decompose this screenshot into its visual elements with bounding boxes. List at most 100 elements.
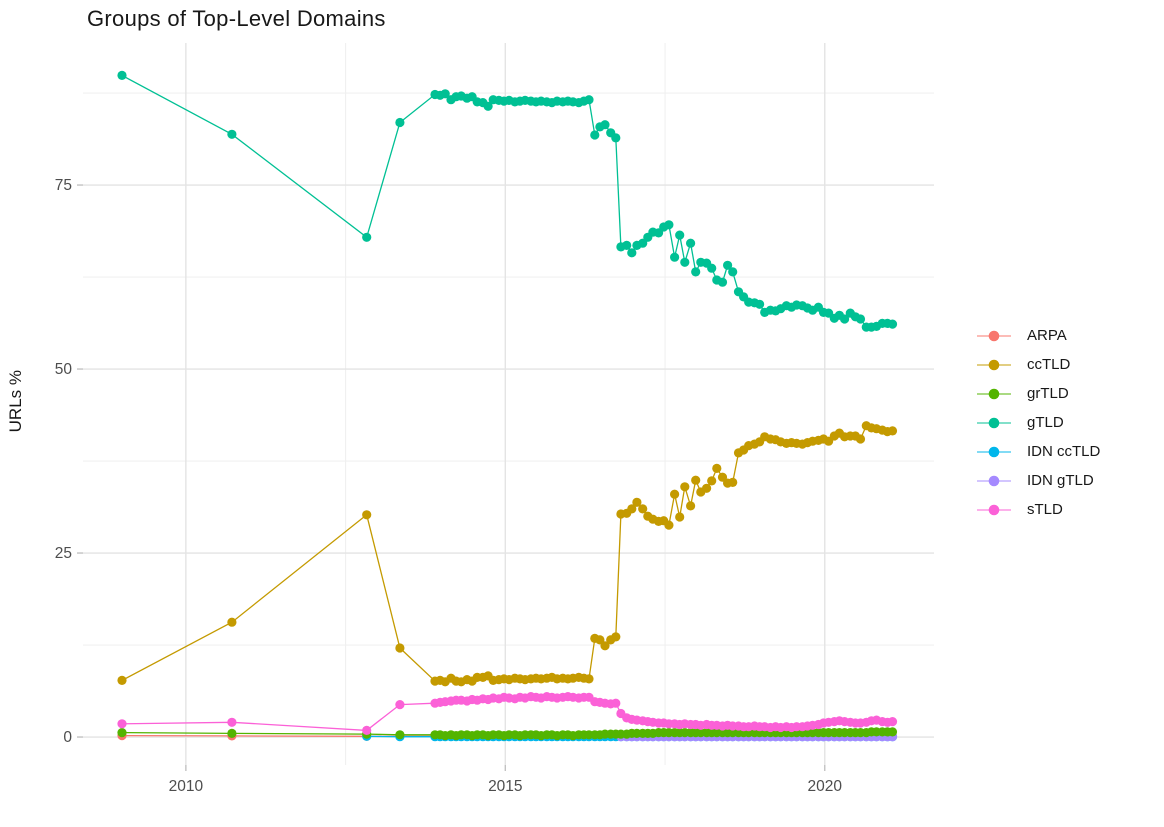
data-point-stld	[395, 700, 405, 710]
chart-title: Groups of Top-Level Domains	[87, 6, 386, 31]
data-point-cctld	[680, 482, 690, 492]
data-point-cctld	[686, 501, 696, 511]
data-point-cctld	[584, 674, 594, 684]
y-tick-label: 75	[55, 177, 72, 194]
data-point-gtld	[755, 299, 765, 309]
gridlines-minor	[83, 43, 934, 765]
data-point-gtld	[600, 120, 610, 130]
data-point-gtld	[855, 314, 866, 324]
data-point-stld	[117, 719, 127, 729]
data-point-gtld	[622, 240, 632, 250]
legend-item-stld: sTLD	[976, 495, 1100, 524]
legend-key-icon	[977, 359, 1011, 370]
data-point-cctld	[887, 426, 898, 436]
data-point-cctld	[632, 497, 642, 507]
data-point-cctld	[664, 520, 674, 530]
data-point-cctld	[362, 510, 372, 520]
data-point-cctld	[395, 643, 405, 653]
series-grtld	[117, 727, 898, 741]
data-point-gtld	[627, 248, 637, 258]
x-tick-label: 2010	[169, 778, 204, 795]
data-point-gtld	[362, 232, 372, 242]
data-point-stld	[227, 717, 237, 727]
y-tick-label: 25	[55, 545, 72, 562]
y-tick-label: 50	[55, 361, 73, 378]
data-point-gtld	[483, 101, 493, 111]
legend-label: IDN gTLD	[1027, 472, 1094, 489]
data-point-gtld	[691, 267, 701, 277]
x-tick-label: 2015	[488, 778, 522, 795]
data-point-gtld	[117, 70, 127, 80]
gridlines-major	[83, 43, 934, 765]
data-point-cctld	[638, 504, 648, 514]
legend-key-icon	[977, 475, 1011, 486]
legend-key-icon	[977, 446, 1011, 457]
data-point-gtld	[664, 220, 674, 230]
data-point-stld	[611, 698, 621, 708]
legend-key-icon	[977, 417, 1011, 428]
legend-item-gtld: gTLD	[976, 408, 1100, 437]
series-stld	[117, 692, 898, 736]
data-point-gtld	[227, 129, 237, 139]
data-point-gtld	[670, 252, 680, 262]
legend-label: ccTLD	[1027, 356, 1071, 373]
data-point-grtld	[395, 730, 405, 740]
data-point-gtld	[395, 117, 405, 128]
legend-key-icon	[977, 330, 1011, 341]
data-point-gtld	[680, 257, 690, 267]
legend-item-idn-gtld: IDN gTLD	[976, 466, 1100, 495]
data-point-gtld	[707, 263, 717, 273]
data-point-cctld	[627, 504, 637, 514]
legend-key-icon	[977, 504, 1011, 515]
series-gtld	[117, 70, 898, 332]
series-line-gtld	[121, 74, 893, 328]
data-point-gtld	[440, 89, 450, 99]
data-point-gtld	[675, 230, 685, 240]
data-point-grtld	[117, 728, 127, 738]
data-point-cctld	[855, 434, 866, 444]
series-cctld	[117, 421, 898, 687]
legend-label: ARPA	[1027, 327, 1067, 344]
legend-label: sTLD	[1027, 501, 1063, 518]
data-point-cctld	[600, 641, 610, 651]
x-tick-label: 2020	[808, 778, 843, 795]
data-point-gtld	[723, 260, 733, 270]
legend: ARPA ccTLD grTLD gTLD IDN ccTLD IDN gTLD sTLD	[976, 321, 1100, 524]
axis-ticks	[77, 184, 826, 771]
legend-item-arpa: ARPA	[976, 321, 1100, 350]
data-point-cctld	[728, 477, 738, 487]
data-point-cctld	[675, 512, 685, 522]
data-point-stld	[362, 725, 372, 736]
data-point-cctld	[712, 463, 722, 473]
legend-label: IDN ccTLD	[1027, 443, 1101, 460]
legend-label: gTLD	[1027, 414, 1064, 431]
data-point-grtld	[227, 728, 237, 739]
data-point-gtld	[686, 238, 696, 248]
y-tick-label: 0	[63, 729, 72, 746]
legend-item-cctld: ccTLD	[976, 350, 1100, 379]
data-point-cctld	[707, 476, 717, 486]
data-point-stld	[887, 717, 898, 727]
data-point-gtld	[584, 95, 594, 105]
data-point-grtld	[887, 727, 898, 737]
data-point-cctld	[702, 483, 712, 493]
data-point-cctld	[117, 675, 127, 686]
data-point-cctld	[670, 489, 680, 499]
data-point-gtld	[611, 133, 621, 143]
data-point-gtld	[887, 319, 898, 329]
axis-tick-labels: 2010 2015 2020 0 25 50 75	[55, 177, 843, 795]
data-point-gtld	[728, 267, 738, 277]
series-line-cctld	[121, 424, 893, 683]
data-point-cctld	[611, 632, 621, 642]
legend-key-icon	[977, 388, 1011, 399]
data-point-gtld	[590, 130, 600, 140]
legend-item-grtld: grTLD	[976, 379, 1100, 408]
data-point-gtld	[840, 314, 850, 324]
legend-label: grTLD	[1027, 385, 1069, 402]
data-point-cctld	[691, 475, 701, 485]
data-point-gtld	[717, 277, 728, 287]
legend-item-idn-cctld: IDN ccTLD	[976, 437, 1100, 466]
data-point-cctld	[227, 617, 237, 627]
